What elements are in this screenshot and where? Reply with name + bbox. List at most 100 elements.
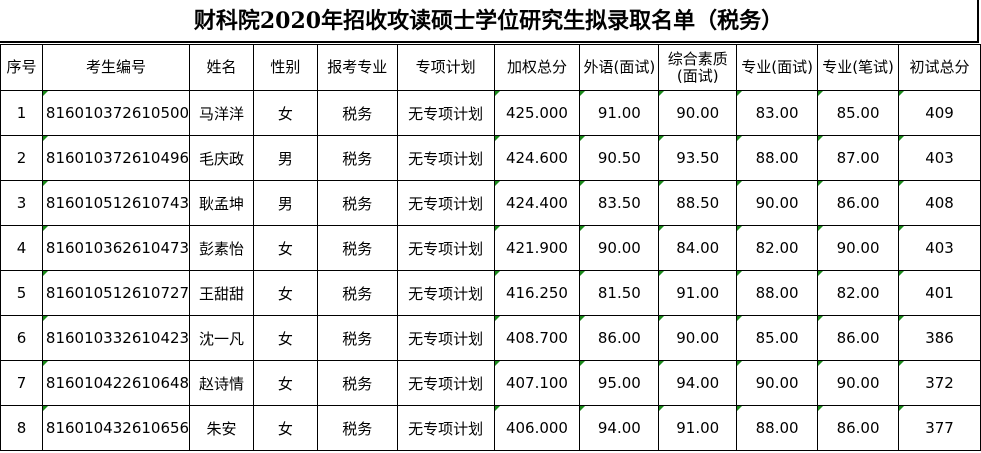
table-cell[interactable]: 沈一凡 <box>189 315 254 361</box>
table-cell[interactable]: 90.00 <box>658 315 738 361</box>
table-cell[interactable]: 税务 <box>316 315 398 361</box>
table-cell[interactable]: 86.00 <box>817 405 900 451</box>
table-cell[interactable]: 88.50 <box>658 180 738 226</box>
table-cell[interactable]: 税务 <box>316 225 398 271</box>
table-cell[interactable]: 6 <box>0 315 43 361</box>
table-cell[interactable]: 女 <box>252 315 318 361</box>
table-cell[interactable]: 90.00 <box>736 180 819 226</box>
table-cell[interactable]: 赵诗情 <box>189 360 254 406</box>
table-cell[interactable]: 彭素怡 <box>189 225 254 271</box>
table-cell[interactable]: 416.250 <box>493 270 581 316</box>
table-cell[interactable]: 7 <box>0 360 43 406</box>
table-cell[interactable]: 88.00 <box>736 270 819 316</box>
table-cell[interactable]: 女 <box>252 270 318 316</box>
table-cell[interactable]: 男 <box>252 180 318 226</box>
table-cell[interactable]: 816010512610727 <box>41 270 191 316</box>
table-cell[interactable]: 税务 <box>316 90 398 136</box>
table-cell[interactable]: 无专项计划 <box>396 180 495 226</box>
table-cell[interactable]: 8 <box>0 405 43 451</box>
table-cell[interactable]: 424.400 <box>493 180 581 226</box>
table-cell[interactable]: 425.000 <box>493 90 581 136</box>
table-cell[interactable]: 401 <box>898 270 981 316</box>
table-cell[interactable]: 王甜甜 <box>189 270 254 316</box>
table-cell[interactable]: 1 <box>0 90 43 136</box>
column-header[interactable]: 考生编号 <box>41 44 191 91</box>
table-cell[interactable]: 女 <box>252 225 318 271</box>
table-cell[interactable]: 408 <box>898 180 981 226</box>
table-cell[interactable]: 88.00 <box>736 405 819 451</box>
table-cell[interactable]: 81.50 <box>579 270 660 316</box>
column-header[interactable]: 综合素质(面试) <box>658 44 738 91</box>
table-cell[interactable]: 87.00 <box>817 135 900 181</box>
table-cell[interactable]: 372 <box>898 360 981 406</box>
table-cell[interactable]: 朱安 <box>189 405 254 451</box>
table-cell[interactable]: 86.00 <box>817 180 900 226</box>
table-cell[interactable]: 90.00 <box>658 90 738 136</box>
table-cell[interactable]: 2 <box>0 135 43 181</box>
column-header[interactable]: 专项计划 <box>396 44 495 91</box>
column-header[interactable]: 专业(面试) <box>736 44 819 91</box>
table-cell[interactable]: 94.00 <box>579 405 660 451</box>
table-cell[interactable]: 耿孟坤 <box>189 180 254 226</box>
table-cell[interactable]: 94.00 <box>658 360 738 406</box>
table-cell[interactable]: 386 <box>898 315 981 361</box>
table-cell[interactable]: 5 <box>0 270 43 316</box>
table-cell[interactable]: 85.00 <box>736 315 819 361</box>
table-cell[interactable]: 816010422610648 <box>41 360 191 406</box>
table-cell[interactable]: 83.00 <box>736 90 819 136</box>
table-cell[interactable]: 税务 <box>316 180 398 226</box>
table-cell[interactable]: 816010372610496 <box>41 135 191 181</box>
table-cell[interactable]: 85.00 <box>817 90 900 136</box>
table-cell[interactable]: 无专项计划 <box>396 225 495 271</box>
table-cell[interactable]: 816010512610743 <box>41 180 191 226</box>
table-cell[interactable]: 403 <box>898 225 981 271</box>
table-cell[interactable]: 95.00 <box>579 360 660 406</box>
table-cell[interactable]: 816010332610423 <box>41 315 191 361</box>
table-cell[interactable]: 男 <box>252 135 318 181</box>
table-cell[interactable]: 816010362610473 <box>41 225 191 271</box>
column-header[interactable]: 姓名 <box>189 44 254 91</box>
table-cell[interactable]: 女 <box>252 360 318 406</box>
table-cell[interactable]: 86.00 <box>817 315 900 361</box>
table-cell[interactable]: 税务 <box>316 270 398 316</box>
table-cell[interactable]: 816010372610500 <box>41 90 191 136</box>
table-cell[interactable]: 83.50 <box>579 180 660 226</box>
table-cell[interactable]: 税务 <box>316 360 398 406</box>
column-header[interactable]: 加权总分 <box>493 44 581 91</box>
table-cell[interactable]: 马洋洋 <box>189 90 254 136</box>
table-cell[interactable]: 90.00 <box>579 225 660 271</box>
table-cell[interactable]: 377 <box>898 405 981 451</box>
table-cell[interactable]: 4 <box>0 225 43 271</box>
table-cell[interactable]: 816010432610656 <box>41 405 191 451</box>
table-cell[interactable]: 406.000 <box>493 405 581 451</box>
table-cell[interactable]: 女 <box>252 405 318 451</box>
table-cell[interactable]: 无专项计划 <box>396 135 495 181</box>
table-cell[interactable]: 91.00 <box>579 90 660 136</box>
table-cell[interactable]: 无专项计划 <box>396 360 495 406</box>
table-cell[interactable]: 女 <box>252 90 318 136</box>
column-header[interactable]: 外语(面试) <box>579 44 660 91</box>
table-cell[interactable]: 82.00 <box>736 225 819 271</box>
table-cell[interactable]: 421.900 <box>493 225 581 271</box>
column-header[interactable]: 报考专业 <box>316 44 398 91</box>
column-header[interactable]: 初试总分 <box>898 44 981 91</box>
table-cell[interactable]: 93.50 <box>658 135 738 181</box>
column-header[interactable]: 序号 <box>0 44 43 91</box>
table-cell[interactable]: 90.00 <box>736 360 819 406</box>
column-header[interactable]: 性别 <box>252 44 318 91</box>
table-cell[interactable]: 税务 <box>316 135 398 181</box>
table-cell[interactable]: 407.100 <box>493 360 581 406</box>
table-cell[interactable]: 86.00 <box>579 315 660 361</box>
table-cell[interactable]: 无专项计划 <box>396 315 495 361</box>
table-cell[interactable]: 408.700 <box>493 315 581 361</box>
table-cell[interactable]: 90.50 <box>579 135 660 181</box>
column-header[interactable]: 专业(笔试) <box>817 44 900 91</box>
table-cell[interactable]: 424.600 <box>493 135 581 181</box>
table-cell[interactable]: 91.00 <box>658 405 738 451</box>
table-cell[interactable]: 税务 <box>316 405 398 451</box>
table-cell[interactable]: 91.00 <box>658 270 738 316</box>
table-cell[interactable]: 3 <box>0 180 43 226</box>
table-cell[interactable]: 84.00 <box>658 225 738 271</box>
table-cell[interactable]: 毛庆政 <box>189 135 254 181</box>
table-cell[interactable]: 90.00 <box>817 360 900 406</box>
